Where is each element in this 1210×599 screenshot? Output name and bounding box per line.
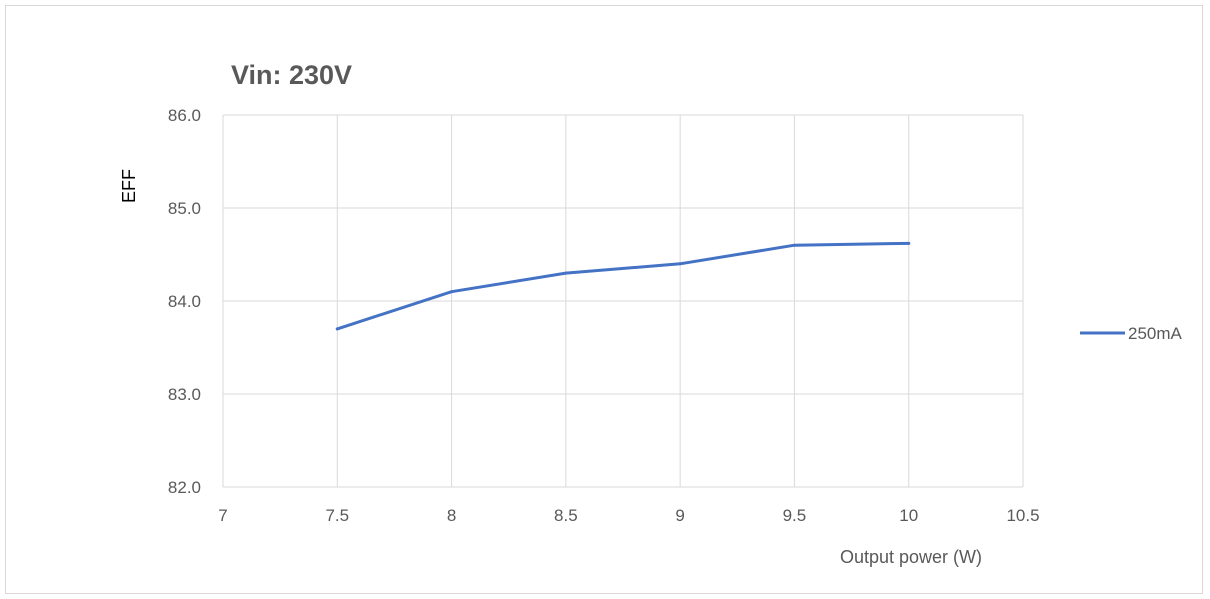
series-line-0 (335, 241, 911, 331)
y-axis-label: EFF (119, 169, 139, 203)
x-tick-label: 9 (675, 506, 684, 525)
y-tick-label: 86.0 (168, 106, 201, 125)
x-tick-label: 10.5 (1006, 506, 1039, 525)
y-tick-label: 83.0 (168, 385, 201, 404)
chart-frame (5, 5, 1203, 594)
data-point (678, 262, 682, 266)
x-tick-label: 7.5 (325, 506, 349, 525)
y-tick-label: 82.0 (168, 478, 201, 497)
x-tick-label: 8.5 (554, 506, 578, 525)
chart-title: Vin: 230V (231, 60, 352, 90)
data-point (792, 243, 796, 247)
data-point (450, 290, 454, 294)
x-tick-label: 10 (899, 506, 918, 525)
x-tick-label: 9.5 (783, 506, 807, 525)
y-tick-label: 84.0 (168, 292, 201, 311)
legend: 250mA (1080, 324, 1183, 343)
x-tick-label: 8 (447, 506, 456, 525)
data-point (564, 271, 568, 275)
y-tick-label: 85.0 (168, 199, 201, 218)
grid-lines (222, 114, 1024, 488)
data-point (907, 241, 911, 245)
legend-label-250ma: 250mA (1128, 324, 1183, 343)
series-lines (335, 241, 911, 331)
x-tick-labels: 7 7.5 8 8.5 9 9.5 10 10.5 (218, 506, 1039, 525)
data-point (335, 327, 339, 331)
x-tick-label: 7 (218, 506, 227, 525)
x-axis-label: Output power (W) (840, 547, 982, 567)
y-tick-labels: 82.0 83.0 84.0 85.0 86.0 (168, 106, 201, 497)
